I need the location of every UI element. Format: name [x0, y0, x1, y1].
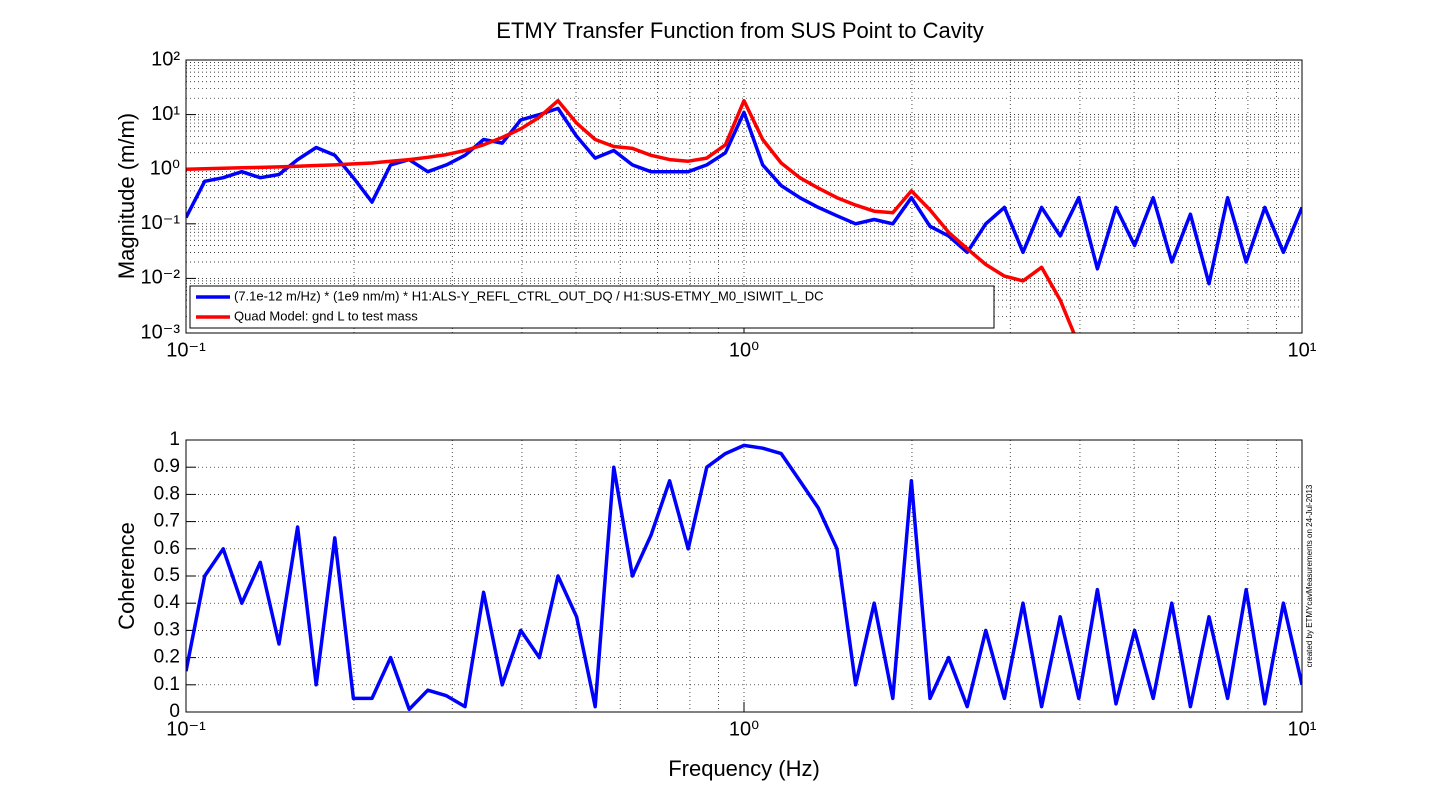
- x-axis-label: Frequency (Hz): [668, 756, 820, 781]
- y-tick-label: 0.8: [154, 483, 180, 504]
- legend-label: (7.1e-12 m/Hz) * (1e9 nm/m) * H1:ALS-Y_R…: [234, 288, 824, 303]
- legend-box: [189, 285, 995, 329]
- y-tick-label: 0.2: [154, 647, 180, 668]
- y-tick-label: 10²: [151, 48, 180, 70]
- y-tick-label: 0.9: [154, 456, 180, 477]
- annotation: created by ETMYcavMeasurements on 24-Jul…: [1305, 484, 1314, 667]
- y-tick-label: 0.3: [154, 619, 180, 640]
- series-line: [186, 106, 1302, 286]
- y-tick-label: 0.7: [154, 511, 180, 532]
- y-tick-label: 0: [169, 701, 180, 722]
- legend-label: Quad Model: gnd L to test mass: [234, 308, 418, 323]
- y-tick-label: 10⁰: [150, 157, 180, 179]
- y-tick-label: 0.5: [154, 565, 180, 586]
- y-tick-label: 10⁻¹: [141, 212, 181, 234]
- x-tick-label: 10⁰: [729, 339, 759, 361]
- x-tick-label: 10¹: [1288, 718, 1317, 740]
- y-tick-label: 0.4: [154, 592, 181, 613]
- x-tick-label: 10⁰: [729, 718, 759, 740]
- axes-box: [185, 59, 1303, 334]
- x-tick-label: 10⁻¹: [166, 718, 206, 740]
- chart-title: ETMY Transfer Function from SUS Point to…: [496, 18, 983, 43]
- series-line: [186, 443, 1302, 712]
- axes-box: [185, 439, 1303, 713]
- y-tick-label: 10⁻³: [141, 321, 181, 343]
- y-tick-label: 1: [169, 429, 180, 450]
- series-line: [186, 98, 1076, 333]
- y-tick-label: 0.1: [154, 674, 180, 695]
- x-tick-label: 10¹: [1288, 339, 1317, 361]
- y-tick-label: 10¹: [151, 103, 180, 125]
- y-axis-label: Magnitude (m/m): [114, 113, 139, 279]
- y-tick-label: 0.6: [154, 538, 180, 559]
- x-tick-label: 10⁻¹: [166, 339, 206, 361]
- y-axis-label: Coherence: [114, 522, 139, 630]
- y-tick-label: 10⁻²: [141, 267, 181, 289]
